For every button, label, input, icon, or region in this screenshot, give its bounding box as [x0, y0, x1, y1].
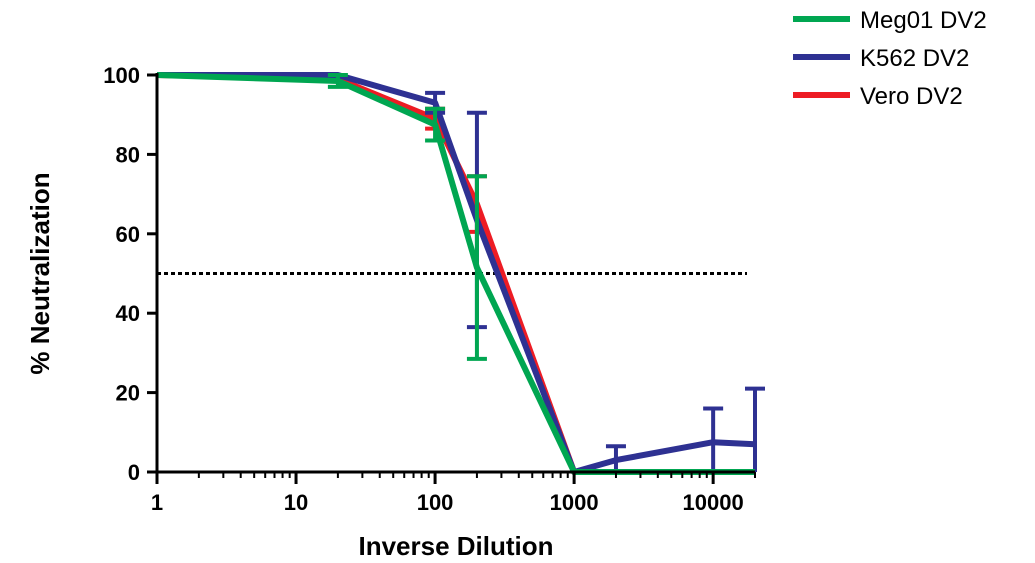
series-line-k562-dv2 — [157, 72, 756, 475]
series-line-meg01-dv2 — [156, 72, 755, 475]
y-tick-label: 100 — [103, 63, 140, 88]
legend-item-k562-dv2: K562 DV2 — [793, 45, 969, 72]
legend-label: K562 DV2 — [860, 45, 969, 72]
legend-label: Vero DV2 — [860, 83, 963, 110]
x-tick-label: 1 — [151, 490, 163, 515]
x-tick-label: 100 — [417, 490, 454, 515]
y-tick-label: 80 — [116, 142, 140, 167]
legend: Meg01 DV2 K562 DV2 Vero DV2 — [793, 7, 987, 110]
series-meg01-dv2 — [156, 72, 755, 475]
x-tick-label: 10000 — [683, 490, 744, 515]
legend-item-vero-dv2: Vero DV2 — [793, 83, 963, 110]
y-tick-label: 40 — [116, 301, 140, 326]
y-axis-title: % Neutralization — [25, 172, 55, 374]
y-tick-label: 20 — [116, 381, 140, 406]
x-tick-label: 1000 — [550, 490, 599, 515]
legend-label: Meg01 DV2 — [860, 7, 987, 34]
legend-item-meg01-dv2: Meg01 DV2 — [793, 7, 987, 34]
x-tick-label: 10 — [284, 490, 308, 515]
x-axis-title: Inverse Dilution — [358, 531, 553, 561]
series-line-vero-dv2 — [156, 72, 755, 475]
axes-layer: 0 20 40 60 80 100 1 10 100 1000 10000 — [103, 63, 756, 515]
y-tick-label: 60 — [116, 222, 140, 247]
series-vero-dv2 — [156, 72, 755, 475]
y-tick-label: 0 — [128, 460, 140, 485]
